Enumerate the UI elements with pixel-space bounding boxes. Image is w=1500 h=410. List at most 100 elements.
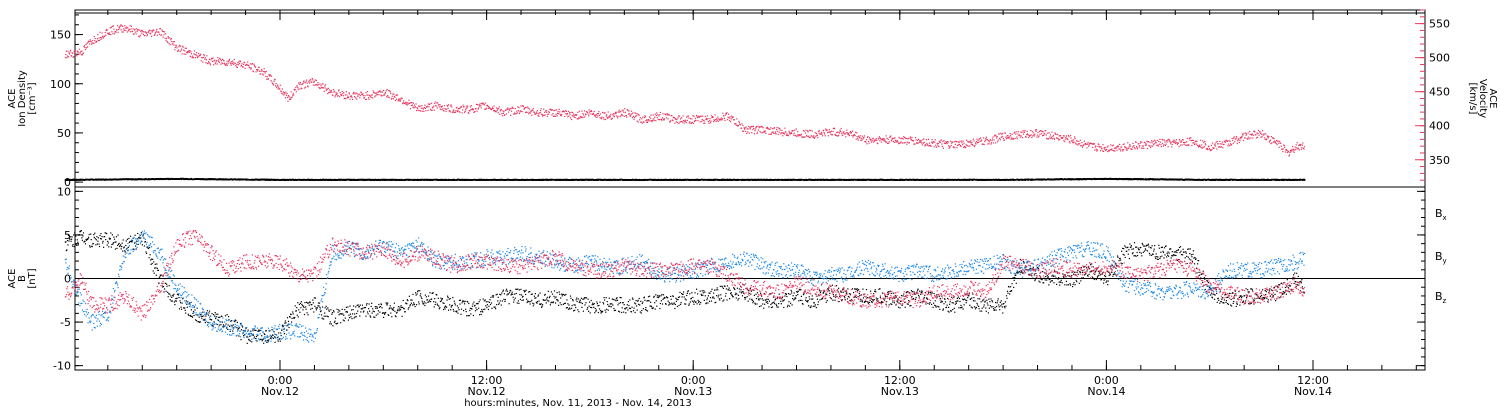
data-point <box>466 105 468 107</box>
data-point <box>257 69 259 71</box>
data-point <box>313 81 315 83</box>
data-point <box>72 52 74 54</box>
data-point <box>108 32 110 34</box>
data-point <box>283 92 285 94</box>
data-point <box>256 69 258 71</box>
data-point <box>203 53 205 56</box>
data-point <box>671 119 673 121</box>
data-point <box>246 63 248 65</box>
left-tick-label: 0 <box>64 176 71 189</box>
data-point <box>92 39 94 42</box>
data-point <box>81 54 83 56</box>
data-point <box>732 116 734 118</box>
data-point <box>415 106 417 108</box>
data-point <box>320 85 322 87</box>
data-point <box>171 41 173 43</box>
data-point <box>583 110 586 112</box>
data-point <box>611 117 613 119</box>
data-point <box>162 36 164 38</box>
data-point <box>244 67 246 69</box>
data-point <box>618 109 620 111</box>
data-point <box>635 115 637 117</box>
data-point <box>243 63 245 65</box>
data-point <box>622 114 624 116</box>
data-point <box>258 66 260 68</box>
data-point <box>141 30 143 32</box>
data-point <box>693 115 695 118</box>
data-point <box>82 52 85 54</box>
data-point <box>599 113 602 115</box>
data-point <box>142 33 144 36</box>
data-point <box>253 64 255 66</box>
data-point <box>543 108 545 110</box>
data-point <box>433 105 435 107</box>
data-point <box>468 112 470 114</box>
data-point <box>422 107 424 109</box>
data-point <box>89 43 91 45</box>
data-point <box>550 109 552 111</box>
data-point <box>423 107 425 109</box>
data-point <box>399 100 401 102</box>
data-point <box>140 31 142 33</box>
data-point <box>378 94 380 96</box>
data-point <box>572 115 574 117</box>
data-point <box>744 128 746 130</box>
data-point <box>714 114 716 116</box>
data-point <box>153 29 155 31</box>
data-point <box>380 94 382 96</box>
data-point <box>659 114 661 116</box>
data-point <box>721 119 723 121</box>
data-point <box>250 67 252 69</box>
data-point <box>164 37 166 39</box>
data-point <box>571 118 573 121</box>
data-point <box>279 88 281 90</box>
data-point <box>731 117 733 119</box>
data-point <box>239 60 241 62</box>
data-point <box>406 102 408 104</box>
data-point <box>284 93 286 95</box>
data-point <box>643 121 645 123</box>
data-point <box>364 98 367 101</box>
data-point <box>661 119 663 121</box>
data-point <box>174 49 176 51</box>
data-point <box>158 33 160 35</box>
data-point <box>112 25 114 27</box>
data-point <box>294 89 296 91</box>
data-point <box>284 97 286 99</box>
data-point <box>743 127 745 129</box>
data-point <box>122 31 124 33</box>
data-point <box>194 54 196 56</box>
data-point <box>697 120 699 122</box>
data-point <box>384 92 386 94</box>
data-point <box>459 107 462 109</box>
data-point <box>267 78 269 80</box>
data-point <box>104 31 106 34</box>
data-point <box>349 98 351 100</box>
data-point <box>302 81 305 83</box>
data-point <box>99 31 101 33</box>
data-point <box>458 107 461 109</box>
data-point <box>323 87 325 89</box>
data-point <box>188 51 190 53</box>
data-point <box>107 32 109 34</box>
data-point <box>642 116 644 118</box>
data-point <box>96 38 98 40</box>
data-point <box>451 106 453 108</box>
data-point <box>340 93 342 95</box>
data-point <box>104 35 106 38</box>
data-point <box>607 117 609 119</box>
data-point <box>392 93 394 95</box>
right-axis-title-line: ACE <box>1487 89 1498 109</box>
data-point <box>389 90 391 92</box>
data-point <box>337 95 339 97</box>
data-point <box>663 118 666 120</box>
data-point <box>124 27 126 29</box>
data-point <box>691 121 693 124</box>
data-point <box>441 109 443 111</box>
data-point <box>574 114 576 116</box>
data-point <box>713 119 715 121</box>
data-point <box>178 46 180 48</box>
data-point <box>190 51 192 53</box>
data-point <box>540 108 542 110</box>
data-point <box>67 50 69 52</box>
